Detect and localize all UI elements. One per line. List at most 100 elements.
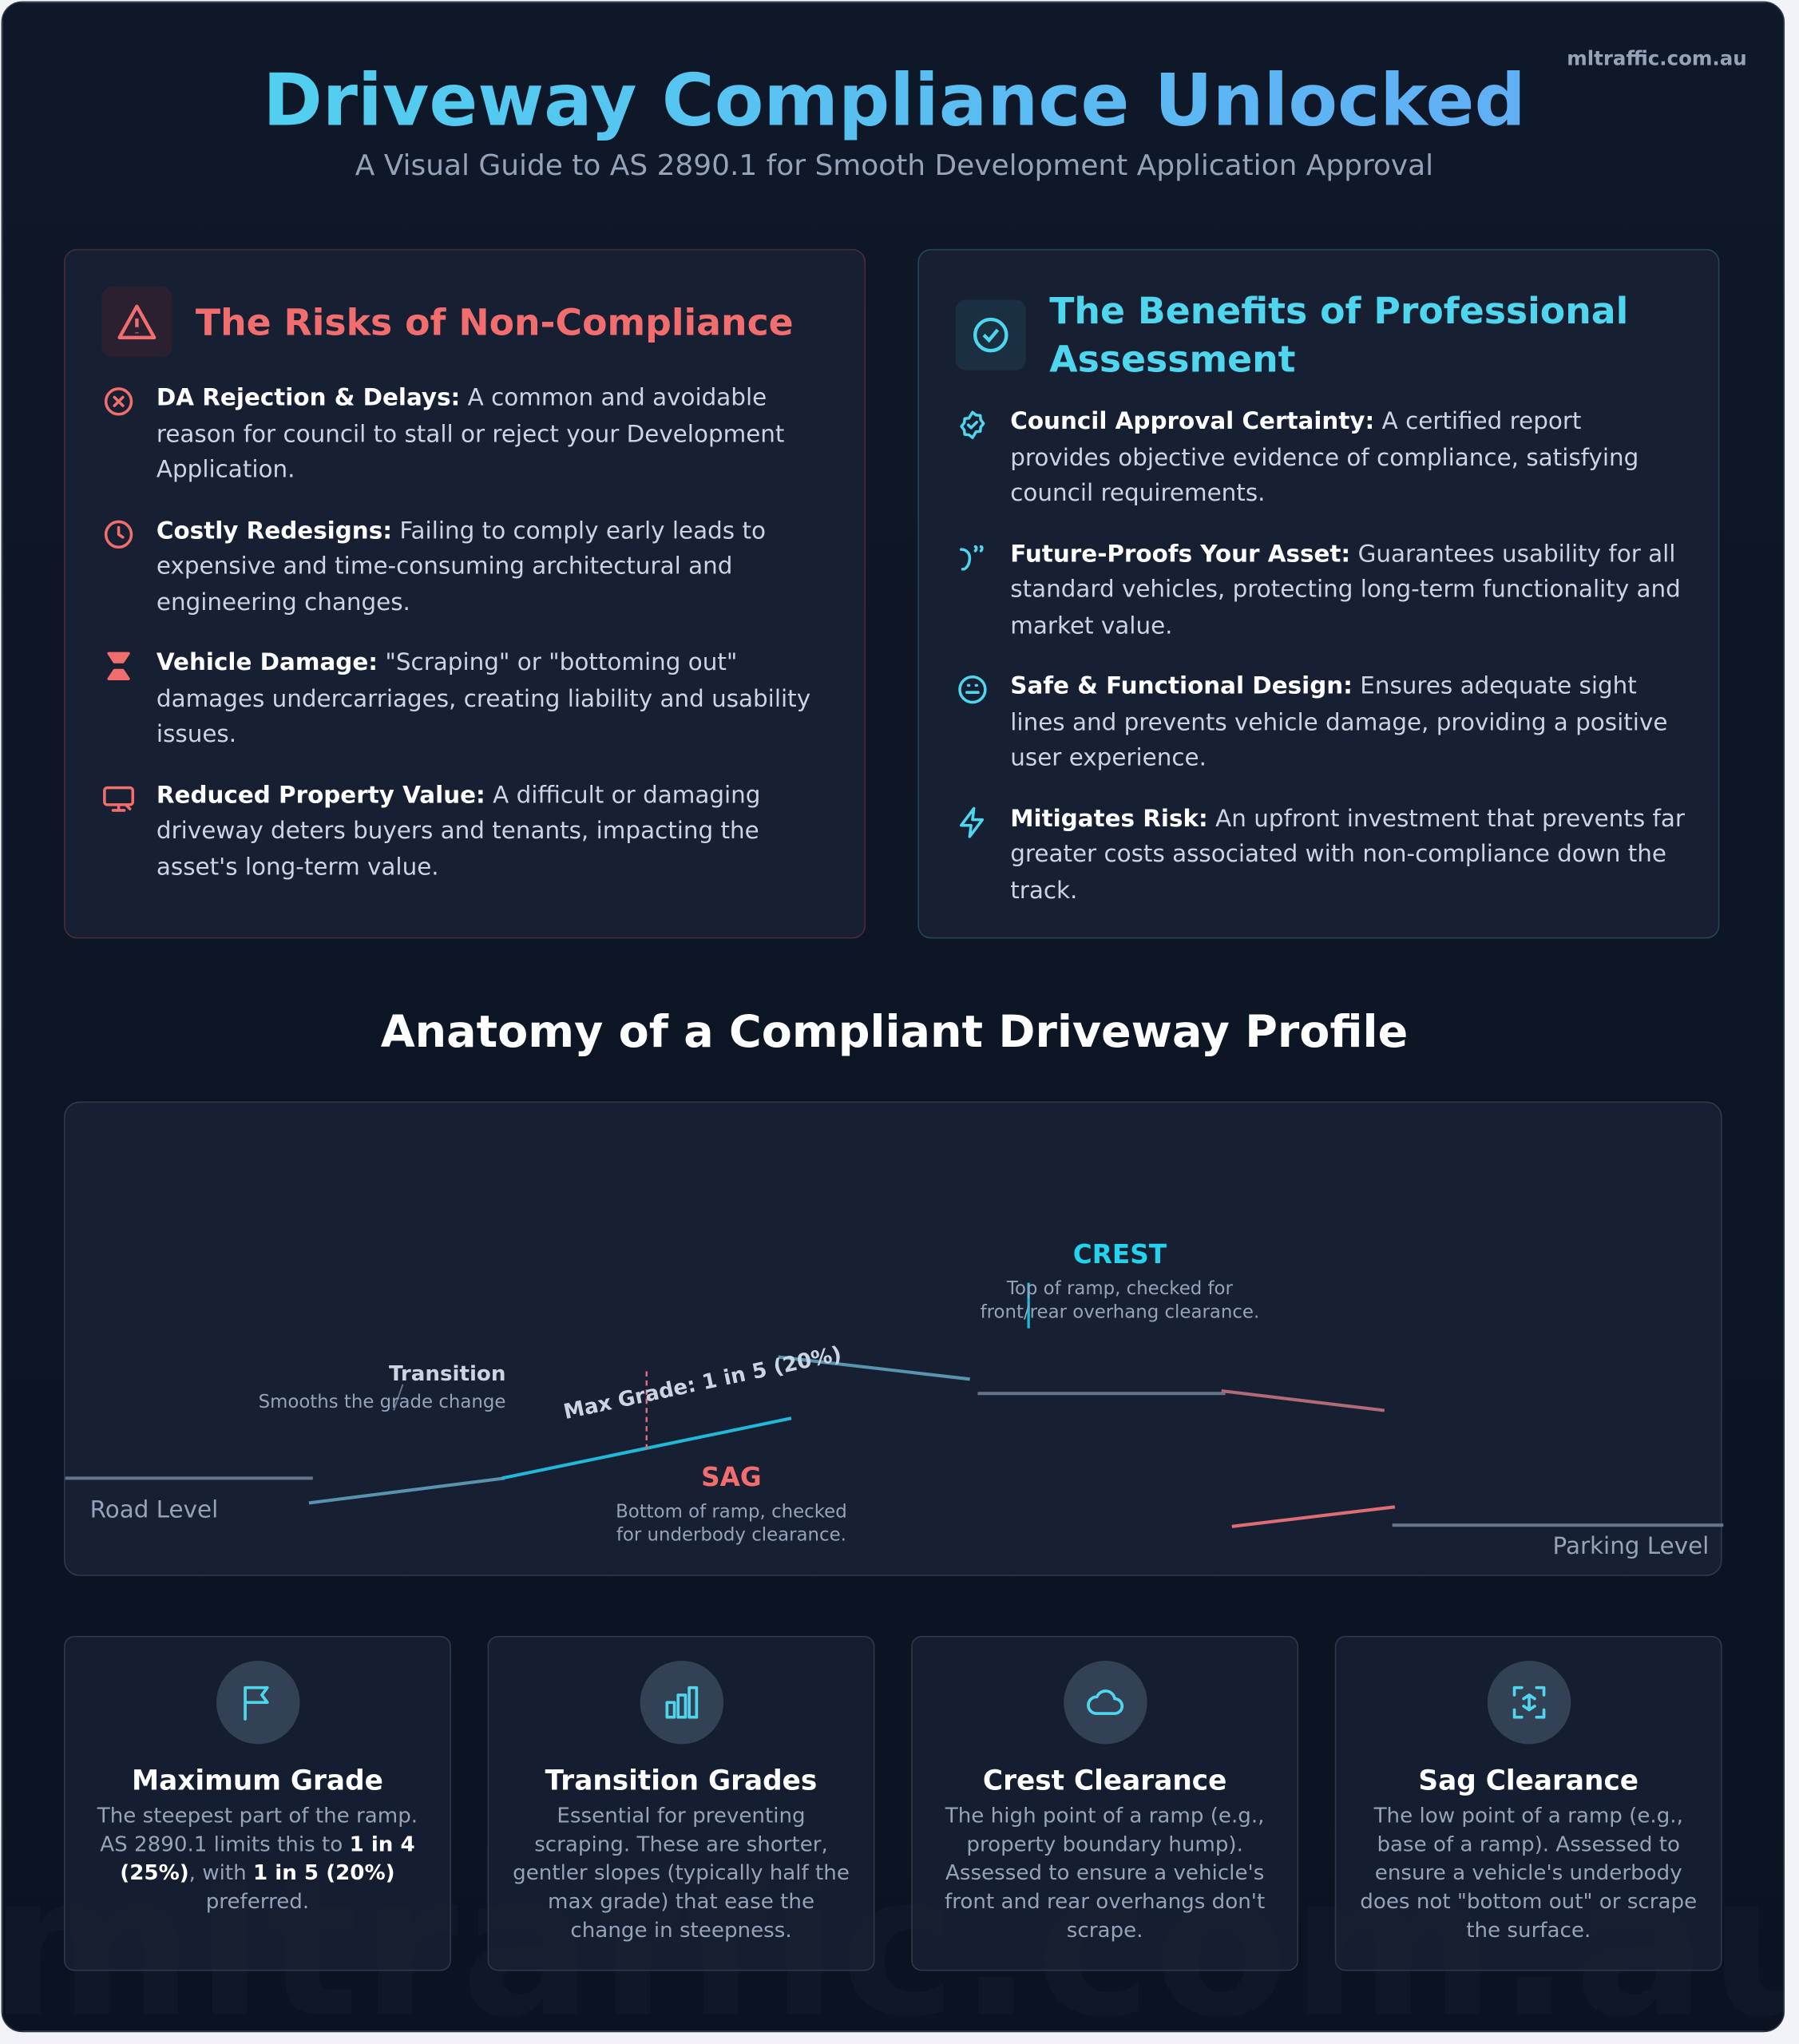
card-text-part: , with (188, 1860, 254, 1885)
item-title: Future-Proofs Your Asset: (1010, 540, 1351, 568)
icon (243, 1686, 268, 1721)
card-text: Essential for preventing scraping. These… (507, 1801, 855, 1945)
transition-note: Smooths the grade change (259, 1392, 506, 1412)
item-text: Council Approval Certainty: A certified … (1010, 404, 1686, 512)
diagram-box (63, 1101, 1722, 1576)
item-title: Reduced Property Value: (156, 781, 485, 810)
card-text-part: The steepest part of the ramp. AS 2890.1… (97, 1802, 418, 1856)
item-icon (104, 387, 133, 416)
card-highlight: 1 in 5 (20%) (253, 1860, 395, 1885)
item-body: "Scraping" or "bottoming out" damages un… (156, 649, 811, 749)
sag-note: Bottom of ramp, checked (616, 1501, 847, 1522)
warning-icon (101, 287, 172, 358)
card-icon (639, 1660, 723, 1745)
item-text: Vehicle Damage: "Scraping" or "bottoming… (157, 645, 833, 753)
item-body: A common and avoidable reason for counci… (156, 384, 785, 484)
item-text: Safe & Functional Design: Ensures adequa… (1010, 669, 1686, 777)
info-card: Maximum Grade The steepest part of the ra… (63, 1635, 451, 1971)
road-level-label: Road Level (90, 1495, 219, 1523)
item-text: Future-Proofs Your Asset: Guarantees usa… (1010, 537, 1686, 644)
list-item: Vehicle Damage: "Scraping" or "bottoming… (101, 645, 833, 753)
section-title: Anatomy of a Compliant Driveway Profile (380, 1006, 1409, 1059)
item-text: Mitigates Risk: An upfront investment th… (1010, 801, 1686, 909)
item-body: Guarantees usability for all standard ve… (1010, 540, 1681, 640)
card-highlight: 1 in 4 (25%) (120, 1831, 415, 1885)
panel-header: The Benefits of Professional Assessment (955, 287, 1650, 383)
benefit-list: Council Approval Certainty: A certified … (956, 404, 1687, 933)
card-icon (1486, 1660, 1571, 1745)
list-item: Future-Proofs Your Asset: Guarantees usa… (956, 537, 1687, 644)
item-icon (960, 410, 985, 439)
card-title: Sag Clearance (1418, 1765, 1639, 1796)
list-item: Council Approval Certainty: A certified … (956, 404, 1687, 512)
check-icon (955, 299, 1026, 370)
item-body: An upfront investment that prevents far … (1010, 805, 1685, 905)
card-text: The steepest part of the ramp. AS 2890.1… (83, 1801, 431, 1916)
icon (1086, 1689, 1123, 1715)
item-title: DA Rejection & Delays: (156, 384, 461, 412)
info-card: Sag Clearance The low point of a ramp (e.… (1334, 1635, 1722, 1971)
crest-note: front/rear overhang clearance. (981, 1302, 1260, 1323)
item-icon (958, 675, 987, 704)
card-text: The high point of a ramp (e.g., property… (931, 1801, 1279, 1945)
item-text: Reduced Property Value: A difficult or d… (157, 778, 833, 885)
item-title: Costly Redesigns: (156, 517, 392, 545)
card-title: Transition Grades (545, 1765, 818, 1796)
item-icon (104, 519, 133, 549)
item-icon (103, 786, 135, 811)
transition-label: Transition (389, 1362, 505, 1386)
card-icon (1063, 1660, 1147, 1745)
item-title: Vehicle Damage: (156, 649, 378, 677)
card-text-part: The high point of a ramp (e.g., property… (945, 1802, 1266, 1943)
panel-title: The Benefits of Professional Assessment (1049, 289, 1629, 381)
card-text-part: Essential for preventing scraping. These… (513, 1802, 850, 1943)
icon (664, 1686, 698, 1719)
item-title: Mitigates Risk: (1010, 805, 1208, 833)
item-icon (960, 806, 985, 838)
list-item: Safe & Functional Design: Ensures adequa… (956, 669, 1687, 777)
benefits-panel: The Benefits of Professional Assessment … (917, 248, 1720, 939)
item-body: Failing to comply early leads to expensi… (156, 517, 766, 616)
info-card: Transition Grades Essential for preventin… (487, 1635, 875, 1971)
list-item: Mitigates Risk: An upfront investment th… (956, 801, 1687, 909)
item-icon (107, 652, 130, 680)
item-body: A certified report provides objective ev… (1010, 408, 1639, 508)
card-text-part: The low point of a ramp (e.g., base of a… (1360, 1802, 1698, 1943)
risk-list: DA Rejection & Delays: A common and avoi… (101, 381, 833, 910)
list-item: DA Rejection & Delays: A common and avoi… (101, 381, 833, 489)
panel-title: The Risks of Non-Compliance (195, 300, 794, 344)
crest-label: CREST (1073, 1239, 1167, 1270)
card-title: Maximum Grade (131, 1765, 383, 1796)
risks-panel: The Risks of Non-Compliance DA Rejection… (63, 248, 866, 939)
parking-level-label: Parking Level (1553, 1532, 1710, 1559)
item-body: A difficult or damaging driveway deters … (156, 781, 761, 881)
card-text: The low point of a ramp (e.g., base of a… (1354, 1801, 1702, 1945)
subtitle: A Visual Guide to AS 2890.1 for Smooth D… (355, 149, 1434, 183)
panel-header: The Risks of Non-Compliance (101, 287, 794, 358)
item-text: DA Rejection & Delays: A common and avoi… (157, 381, 833, 489)
card-icon (216, 1660, 299, 1745)
item-text: Costly Redesigns: Failing to comply earl… (157, 513, 833, 620)
card-title: Crest Clearance (982, 1765, 1227, 1796)
icon (1512, 1686, 1545, 1719)
card-text-part: preferred. (205, 1888, 310, 1914)
item-icon (960, 545, 984, 570)
site-url: mltraffic.com.au (1567, 46, 1747, 71)
sag-note: for underbody clearance. (616, 1525, 846, 1546)
title: Driveway Compliance Unlocked (2, 55, 1783, 146)
sag-label: SAG (701, 1462, 762, 1492)
max-grade-label: Max Grade: 1 in 5 (20%) (561, 1342, 843, 1424)
info-card: Crest Clearance The high point of a ramp … (911, 1635, 1299, 1971)
list-item: Costly Redesigns: Failing to comply earl… (101, 513, 833, 620)
item-title: Safe & Functional Design: (1010, 672, 1353, 700)
item-title: Council Approval Certainty: (1010, 408, 1375, 436)
crest-note: Top of ramp, checked for (1006, 1278, 1234, 1299)
list-item: Reduced Property Value: A difficult or d… (101, 778, 833, 885)
item-body: Ensures adequate sight lines and prevent… (1010, 672, 1668, 772)
